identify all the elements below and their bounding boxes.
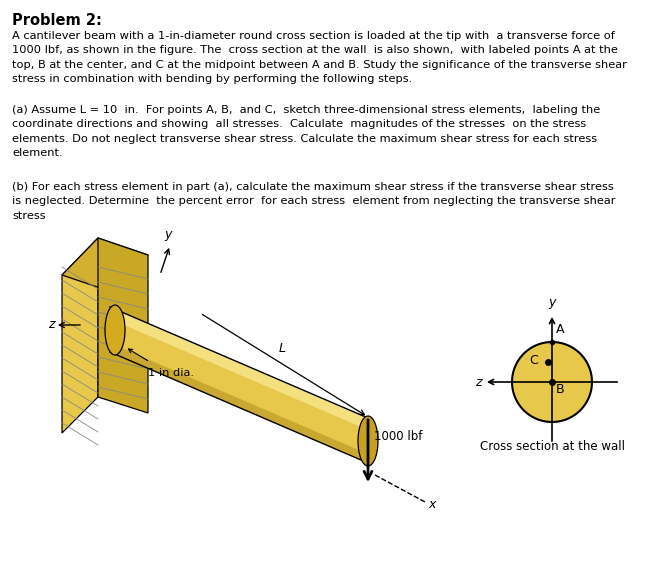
Text: C: C: [529, 355, 538, 367]
Polygon shape: [110, 307, 368, 430]
Text: z: z: [475, 375, 481, 389]
Text: (b) For each stress element in part (a), calculate the maximum shear stress if t: (b) For each stress element in part (a),…: [12, 182, 616, 221]
Ellipse shape: [358, 416, 378, 466]
Text: 1 in dia.: 1 in dia.: [148, 368, 194, 378]
Text: A cantilever beam with a 1-in-diameter round cross section is loaded at the tip : A cantilever beam with a 1-in-diameter r…: [12, 31, 627, 84]
Circle shape: [512, 342, 592, 422]
Text: L: L: [278, 342, 285, 355]
Text: x: x: [428, 499, 436, 512]
Text: Cross section at the wall: Cross section at the wall: [479, 440, 624, 453]
Text: 1000 lbf: 1000 lbf: [374, 431, 422, 443]
Polygon shape: [98, 238, 148, 413]
Text: Problem 2:: Problem 2:: [12, 13, 102, 28]
Polygon shape: [62, 238, 148, 292]
Text: y: y: [549, 296, 556, 309]
Text: z: z: [48, 319, 54, 332]
Text: A: A: [556, 323, 564, 336]
Text: y: y: [165, 228, 172, 241]
Ellipse shape: [105, 305, 125, 355]
Polygon shape: [110, 343, 368, 463]
Text: B: B: [556, 383, 565, 396]
Text: (a) Assume L = 10  in.  For points A, B,  and C,  sketch three-dimensional stres: (a) Assume L = 10 in. For points A, B, a…: [12, 105, 600, 158]
Polygon shape: [110, 307, 368, 463]
Polygon shape: [62, 238, 98, 433]
